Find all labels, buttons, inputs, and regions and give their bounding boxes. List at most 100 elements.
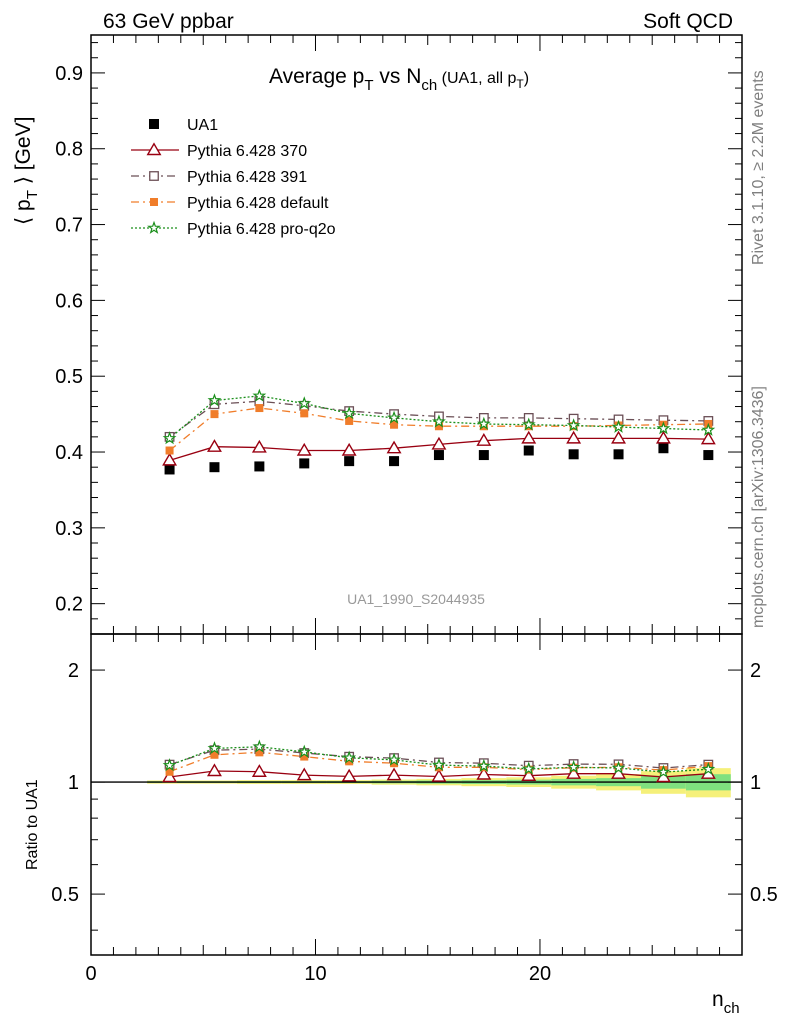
legend-marker-p391 bbox=[149, 171, 159, 181]
data-point-pdefault bbox=[345, 757, 354, 766]
legend-label-pq2o: Pythia 6.428 pro-q2o bbox=[187, 221, 336, 238]
data-point-pdefault bbox=[165, 767, 174, 776]
data-point-pq2o bbox=[387, 752, 401, 766]
data-point-p370 bbox=[162, 769, 178, 783]
data-point-ua1 bbox=[299, 458, 310, 469]
header-right: Soft QCD bbox=[643, 10, 733, 33]
data-point-pq2o bbox=[162, 758, 177, 772]
data-point-pdefault bbox=[210, 410, 219, 419]
ratio-y-tick-label: 1 bbox=[68, 772, 79, 794]
data-point-ua1 bbox=[478, 450, 489, 461]
y-tick-label: 0.4 bbox=[55, 442, 83, 464]
data-point-p370 bbox=[206, 439, 222, 452]
y-tick-label: 0.3 bbox=[55, 518, 83, 540]
data-point-pdefault bbox=[390, 420, 399, 429]
data-point-p370 bbox=[566, 766, 582, 779]
x-tick-label: 20 bbox=[529, 963, 551, 985]
data-point-pq2o bbox=[297, 396, 312, 410]
data-point-pq2o bbox=[611, 419, 626, 433]
data-point-pq2o bbox=[252, 388, 267, 402]
data-point-p370 bbox=[341, 442, 357, 456]
data-point-pq2o bbox=[566, 418, 581, 432]
data-point-p370 bbox=[611, 430, 627, 444]
data-point-pq2o bbox=[432, 757, 446, 771]
ratio-y-tick-label-right: 0.5 bbox=[750, 884, 778, 906]
mcplots-label: mcplots.cern.ch [arXiv:1306.3436] bbox=[750, 386, 767, 628]
main-ylabel: ⟨ pT ⟩ [GeV] bbox=[12, 117, 41, 225]
data-point-pq2o bbox=[611, 760, 626, 774]
data-point-p370 bbox=[251, 764, 267, 777]
main-title: Average pT vs Nch (UA1, all pT) bbox=[269, 65, 529, 94]
y-tick-label: 0.8 bbox=[55, 139, 83, 161]
data-point-p370 bbox=[476, 766, 492, 780]
legend-label-ua1: UA1 bbox=[187, 117, 218, 134]
data-point-pq2o bbox=[521, 417, 536, 431]
data-point-ua1 bbox=[433, 450, 444, 461]
data-point-ua1 bbox=[164, 464, 175, 475]
legend-label-pdefault: Pythia 6.428 default bbox=[187, 195, 329, 212]
data-point-pdefault bbox=[255, 748, 264, 757]
data-point-ua1 bbox=[703, 450, 714, 461]
data-point-p370 bbox=[431, 768, 447, 782]
data-point-ua1 bbox=[523, 445, 534, 456]
data-point-ua1 bbox=[389, 456, 400, 467]
data-point-pq2o bbox=[566, 759, 581, 774]
analysis-id: UA1_1990_S2044935 bbox=[347, 591, 485, 607]
data-point-ua1 bbox=[254, 461, 265, 472]
data-point-pq2o bbox=[701, 422, 716, 436]
data-point-p370 bbox=[521, 768, 537, 781]
data-point-pq2o bbox=[207, 741, 222, 755]
data-point-p370 bbox=[206, 763, 222, 777]
x-tick-label: 10 bbox=[304, 963, 326, 985]
data-point-pq2o bbox=[656, 421, 671, 435]
data-point-p370 bbox=[521, 430, 537, 444]
data-point-pq2o bbox=[342, 750, 357, 764]
y-tick-label: 0.9 bbox=[55, 63, 83, 85]
legend-marker-p370 bbox=[146, 142, 162, 156]
data-point-pq2o bbox=[252, 739, 267, 753]
data-point-pdefault bbox=[255, 404, 264, 413]
data-point-ua1 bbox=[658, 443, 669, 454]
legend-label-p370: Pythia 6.428 370 bbox=[187, 143, 307, 160]
ratio-panel: 0.5 0.51 12 20 10 20 bbox=[51, 618, 778, 985]
y-tick-label: 0.5 bbox=[55, 366, 83, 388]
data-point-p370 bbox=[566, 430, 582, 444]
data-point-pdefault bbox=[210, 750, 219, 759]
ratio-y-tick-label: 2 bbox=[68, 660, 79, 682]
data-point-p370 bbox=[700, 431, 716, 445]
y-tick-label: 0.2 bbox=[55, 594, 83, 616]
y-tick-label: 0.7 bbox=[55, 215, 83, 237]
data-point-pq2o bbox=[297, 744, 312, 758]
data-point-pq2o bbox=[342, 406, 357, 420]
ratio-y-tick-label: 0.5 bbox=[51, 884, 79, 906]
legend-label-p391: Pythia 6.428 391 bbox=[187, 169, 307, 186]
data-point-pdefault bbox=[345, 416, 354, 425]
ratio-y-tick-label-right: 1 bbox=[750, 772, 761, 794]
data-point-pdefault bbox=[390, 759, 399, 768]
data-point-pdefault bbox=[300, 752, 309, 761]
data-point-p370 bbox=[251, 439, 267, 453]
data-point-ua1 bbox=[209, 462, 220, 473]
header-left: 63 GeV ppbar bbox=[103, 10, 234, 33]
ratio-y-tick-label-right: 2 bbox=[750, 660, 761, 682]
legend: UA1 Pythia 6.428 370 Pythia 6.428 391 Pythi… bbox=[131, 117, 336, 238]
data-point-p370 bbox=[296, 442, 312, 456]
data-point-p370 bbox=[162, 452, 178, 466]
rivet-label: Rivet 3.1.10, ≥ 2.2M events bbox=[750, 70, 767, 265]
data-point-pq2o bbox=[656, 764, 671, 778]
ratio-frame bbox=[90, 633, 743, 956]
y-tick-label: 0.6 bbox=[55, 290, 83, 312]
data-point-p370 bbox=[296, 767, 312, 781]
data-point-p370 bbox=[341, 768, 357, 782]
legend-marker-pdefault bbox=[150, 198, 158, 206]
legend-marker-pq2o bbox=[147, 220, 161, 234]
data-point-pq2o bbox=[207, 393, 222, 407]
data-point-pq2o bbox=[476, 416, 491, 430]
data-point-p370 bbox=[386, 440, 402, 454]
data-point-pdefault bbox=[300, 409, 309, 418]
data-point-ua1 bbox=[568, 449, 579, 460]
x-tick-label: 0 bbox=[85, 963, 96, 985]
data-point-ua1 bbox=[344, 456, 355, 467]
data-point-pdefault bbox=[165, 446, 174, 455]
